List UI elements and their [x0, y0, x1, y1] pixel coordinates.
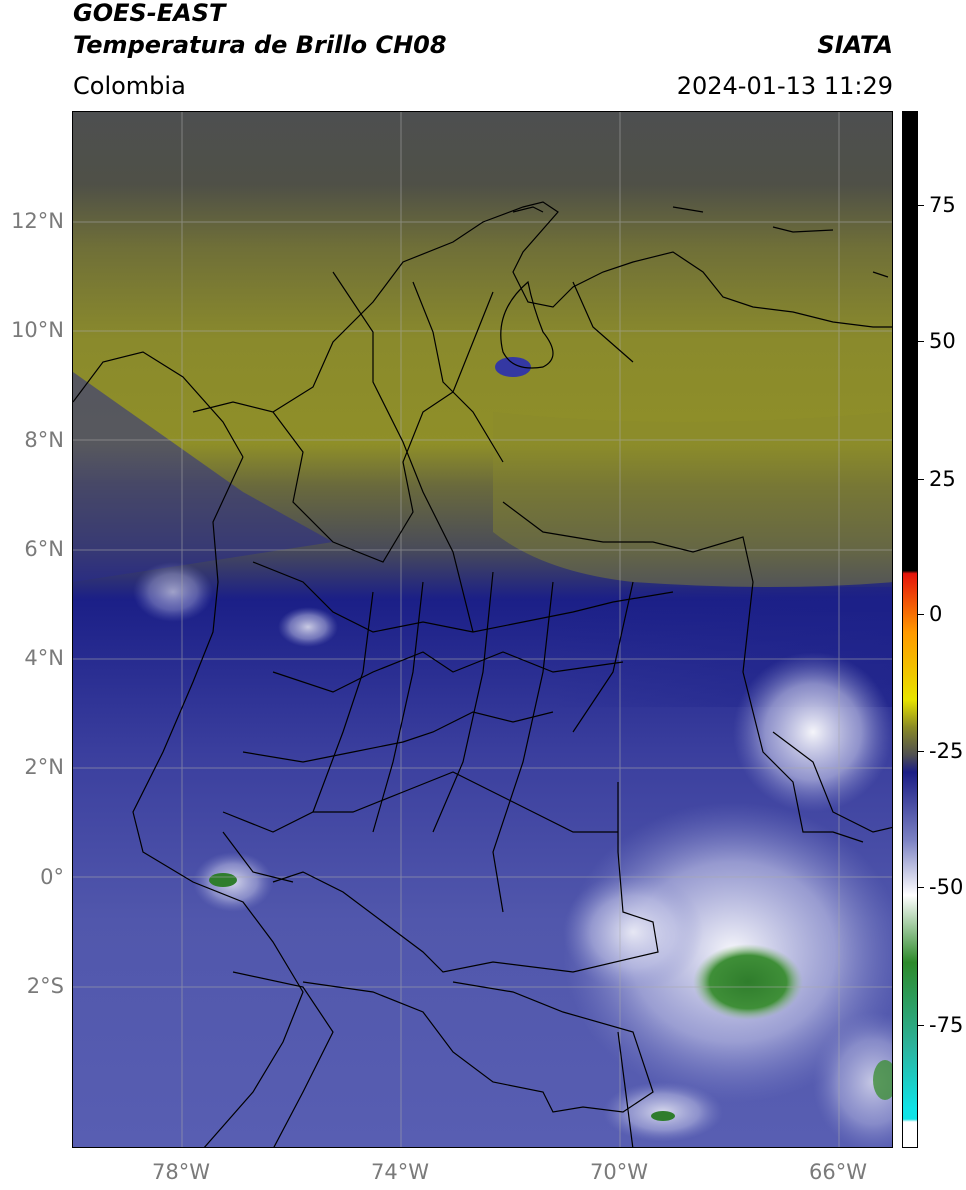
convective-cloud-e — [733, 652, 892, 812]
cb-tick — [918, 1025, 924, 1026]
lat-label-2n: 2°N — [24, 755, 64, 779]
cb-label-0: 0 — [929, 602, 943, 626]
cb-label-25: 25 — [929, 467, 956, 491]
cb-label-minus25: -25 — [929, 739, 964, 763]
region-label: Colombia — [73, 72, 186, 100]
lat-label-6n: 6°N — [24, 537, 64, 561]
colorbar — [902, 111, 918, 1148]
satellite-map — [72, 111, 893, 1148]
lat-label-8n: 8°N — [24, 428, 64, 452]
lat-label-2s: 2°S — [26, 974, 64, 998]
cb-label-minus75: -75 — [929, 1013, 964, 1037]
cb-tick — [918, 479, 924, 480]
cb-tick — [918, 887, 924, 888]
lat-label-10n: 10°N — [11, 318, 64, 342]
cold-cloud-top — [693, 944, 803, 1020]
cb-tick — [918, 341, 924, 342]
lon-label-70w: 70°W — [590, 1160, 648, 1184]
cb-label-50: 50 — [929, 329, 956, 353]
lat-label-0: 0° — [40, 865, 64, 889]
cb-tick — [918, 205, 924, 206]
political-borders — [73, 201, 892, 1147]
lon-label-78w: 78°W — [152, 1160, 210, 1184]
gridlines — [73, 112, 892, 1147]
cb-tick — [918, 614, 924, 615]
lat-label-12n: 12°N — [11, 209, 64, 233]
agency-label: SIATA — [817, 31, 893, 59]
datetime-label: 2024-01-13 11:29 — [676, 72, 893, 100]
cb-label-minus50: -50 — [929, 875, 964, 899]
satellite-title: GOES-EAST — [73, 0, 226, 27]
product-title: Temperatura de Brillo CH08 — [73, 31, 447, 59]
lon-label-74w: 74°W — [371, 1160, 429, 1184]
lat-label-4n: 4°N — [24, 646, 64, 670]
lon-label-66w: 66°W — [809, 1160, 867, 1184]
cb-tick — [918, 751, 924, 752]
cb-label-75: 75 — [929, 193, 956, 217]
